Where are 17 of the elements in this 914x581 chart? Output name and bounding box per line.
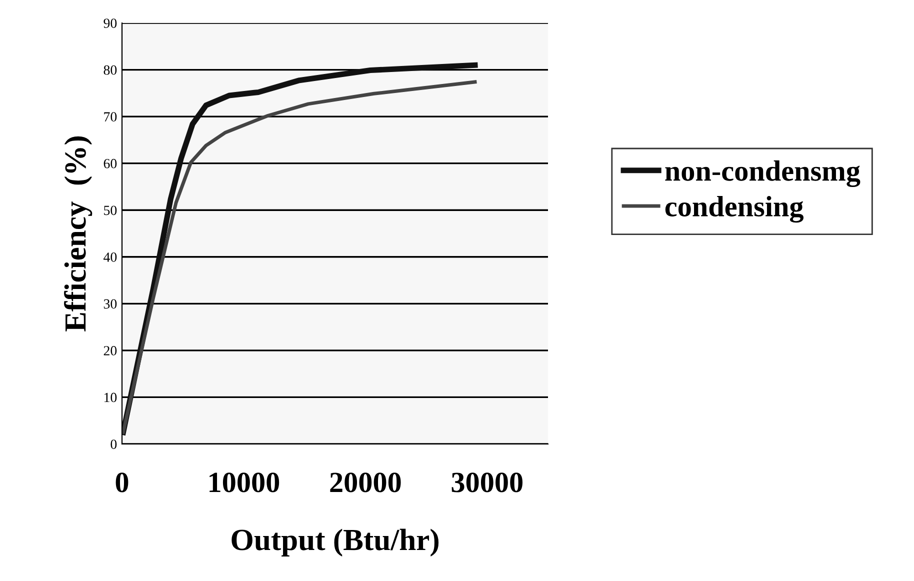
- legend-label: non-condensmg: [665, 160, 860, 188]
- x-tick-label: 20000: [330, 472, 401, 492]
- y-tick-label: 80: [104, 65, 117, 75]
- y-tick-label: 90: [104, 18, 117, 28]
- y-tick-label: 10: [104, 392, 117, 402]
- y-tick-label: 50: [104, 206, 117, 216]
- y-tick-label: 20: [104, 346, 117, 356]
- y-tick-label: 40: [104, 252, 117, 262]
- legend-label: condensing: [665, 196, 804, 223]
- y-tick-label: 60: [104, 158, 117, 168]
- y-axis-title: Efficiency (%): [64, 136, 92, 332]
- x-tick-label: 30000: [452, 472, 522, 492]
- x-axis-title: Output (Btu/hr): [232, 528, 439, 556]
- x-tick-label: 10000: [210, 472, 280, 492]
- y-tick-label: 0: [110, 440, 117, 449]
- y-tick-label: 30: [104, 299, 117, 309]
- y-tick-label: 70: [104, 112, 117, 122]
